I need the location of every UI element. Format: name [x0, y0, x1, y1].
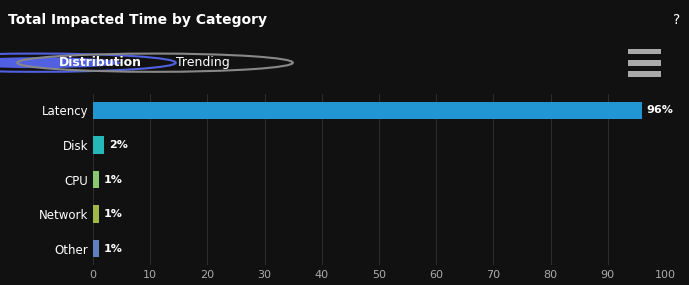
Bar: [93, 240, 99, 257]
Text: 96%: 96%: [646, 105, 673, 115]
Circle shape: [0, 57, 121, 68]
Text: Distribution: Distribution: [59, 56, 141, 69]
Text: ?: ?: [673, 13, 681, 27]
Bar: [93, 171, 99, 188]
Text: 2%: 2%: [109, 140, 128, 150]
Text: 1%: 1%: [103, 244, 122, 254]
Text: Trending: Trending: [176, 56, 229, 69]
FancyBboxPatch shape: [628, 71, 661, 77]
FancyBboxPatch shape: [628, 60, 661, 66]
Bar: [93, 136, 105, 154]
Text: 1%: 1%: [103, 209, 122, 219]
FancyBboxPatch shape: [628, 48, 661, 54]
Bar: [93, 102, 642, 119]
Bar: [93, 205, 99, 223]
Text: 1%: 1%: [103, 174, 122, 185]
Text: Total Impacted Time by Category: Total Impacted Time by Category: [8, 13, 267, 27]
